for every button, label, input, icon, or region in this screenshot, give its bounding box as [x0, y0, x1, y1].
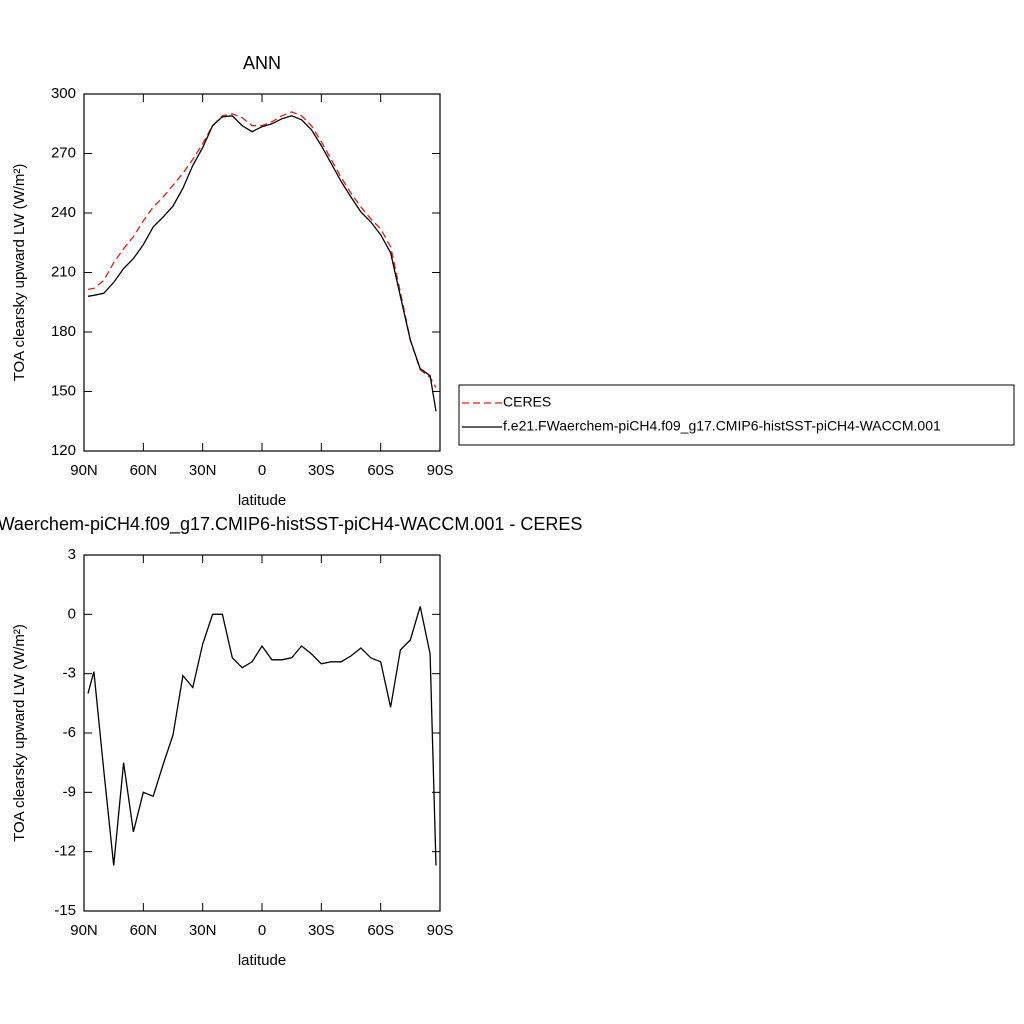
x-tick-label: 60N [130, 462, 158, 479]
plot-frame [83, 554, 441, 912]
data-line [87, 115, 437, 412]
plot-frame [83, 93, 441, 452]
x-tick-label: 0 [258, 462, 266, 479]
x-tick-label: 60S [367, 462, 394, 479]
x-tick-label: 90S [427, 462, 454, 479]
y-tick-label: -3 [63, 665, 76, 682]
data-line [87, 606, 437, 866]
x-tick-label: 0 [258, 922, 266, 939]
x-axis-label: latitude [238, 492, 286, 509]
legend-box [458, 384, 1015, 446]
x-tick-label: 90N [70, 922, 98, 939]
x-axis-label: latitude [238, 952, 286, 969]
y-tick-label: 120 [51, 442, 76, 459]
y-tick-label: 240 [51, 204, 76, 221]
legend-label: f.e21.FWaerchem-piCH4.f09_g17.CMIP6-hist… [503, 418, 941, 434]
x-tick-label: 90S [427, 922, 454, 939]
y-tick-label: 270 [51, 144, 76, 161]
y-axis-label: TOA clearsky upward LW (W/m²) [11, 624, 28, 842]
y-tick-label: -12 [54, 843, 76, 860]
y-axis-label: TOA clearsky upward LW (W/m²) [11, 164, 28, 382]
x-tick-label: 30S [308, 462, 335, 479]
y-tick-label: -15 [54, 902, 76, 919]
y-tick-label: 180 [51, 323, 76, 340]
x-tick-label: 90N [70, 462, 98, 479]
y-tick-label: 150 [51, 382, 76, 399]
chart-title: f.e21.FWaerchem-piCH4.f09_g17.CMIP6-hist… [0, 514, 582, 535]
x-tick-label: 60N [130, 922, 158, 939]
y-tick-label: 210 [51, 263, 76, 280]
y-tick-label: -6 [63, 724, 76, 741]
y-tick-label: 3 [68, 546, 76, 563]
y-tick-label: -9 [63, 783, 76, 800]
x-tick-label: 30N [189, 922, 217, 939]
y-tick-label: 300 [51, 85, 76, 102]
chart-title: ANN [243, 53, 281, 73]
legend-label: CERES [503, 394, 551, 410]
data-line [87, 111, 437, 388]
x-tick-label: 30N [189, 462, 217, 479]
y-tick-label: 0 [68, 605, 76, 622]
x-tick-label: 60S [367, 922, 394, 939]
x-tick-label: 30S [308, 922, 335, 939]
